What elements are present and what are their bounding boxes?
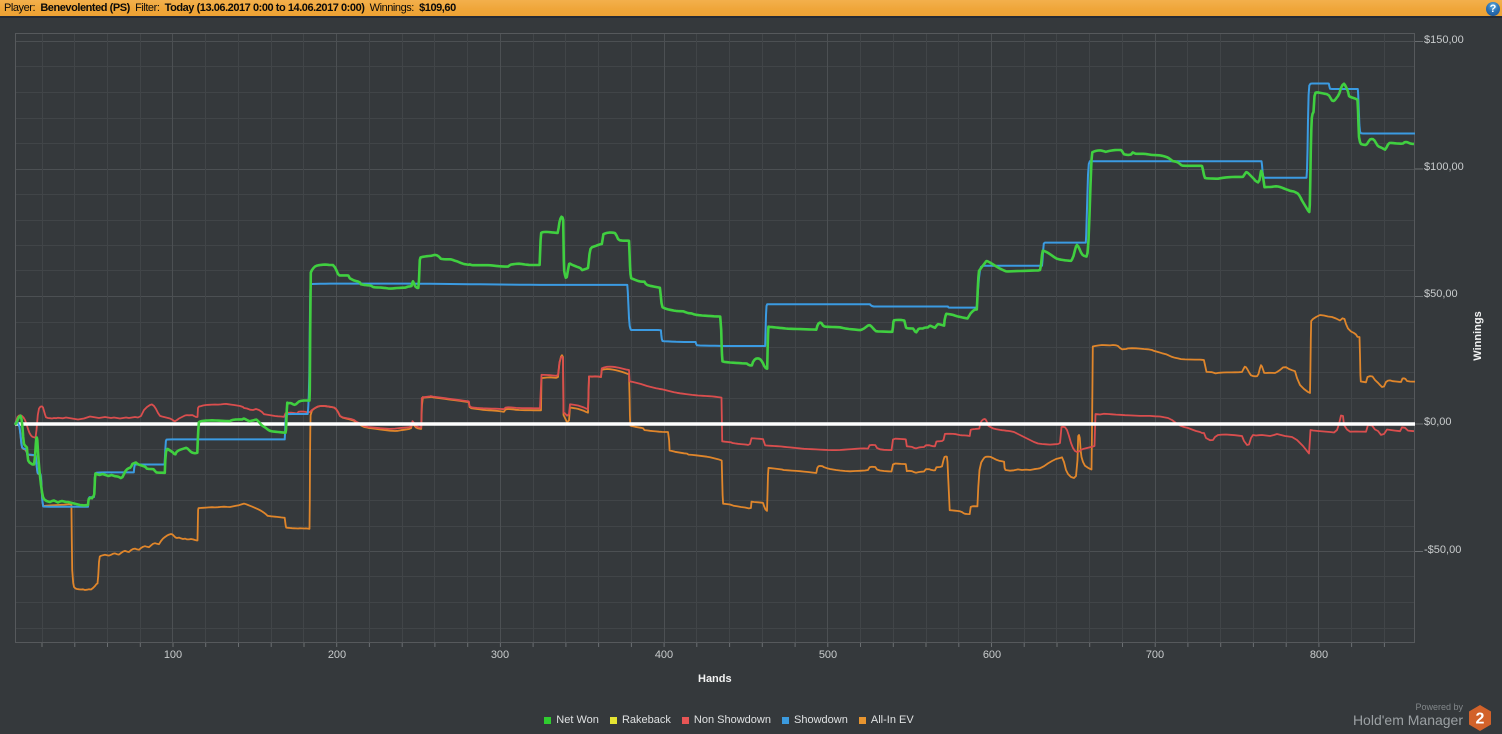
svg-text:2: 2 <box>1476 711 1485 728</box>
